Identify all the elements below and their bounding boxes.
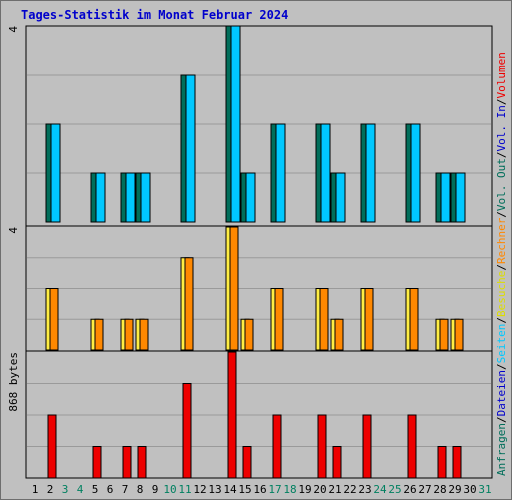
bar-volumen-day-2	[47, 414, 57, 479]
bar-dateien-day-8	[140, 172, 151, 223]
x-tick-label-day-25: 25	[388, 483, 401, 496]
bar-volumen-day-8	[137, 446, 147, 479]
x-tick-label-day-20: 20	[313, 483, 326, 496]
bar-dateien-day-26	[410, 123, 421, 223]
bar-rechner-day-23	[364, 288, 374, 351]
x-tick-label-day-14: 14	[223, 483, 237, 496]
legend-entry: Rechner	[495, 217, 508, 264]
bar-rechner-day-28	[439, 318, 449, 351]
x-tick-label-day-13: 13	[208, 483, 221, 496]
legend-entry: Vol. Out	[495, 158, 508, 211]
x-tick-label-day-26: 26	[403, 483, 416, 496]
y-axis-max-label-requests: 4	[7, 26, 20, 33]
bar-dateien-day-23	[365, 123, 376, 223]
x-tick-label-day-24: 24	[373, 483, 387, 496]
x-tick-label-day-31: 31	[478, 483, 491, 496]
bar-volumen-day-26	[407, 414, 417, 479]
legend-entry: /	[495, 151, 508, 158]
plot-area	[25, 25, 493, 479]
bar-dateien-day-28	[440, 172, 451, 223]
x-tick-label-day-23: 23	[358, 483, 371, 496]
x-tick-label-day-29: 29	[448, 483, 461, 496]
bar-rechner-day-7	[124, 318, 134, 351]
legend-entry: Anfragen	[495, 423, 508, 476]
legend-entry: /	[495, 211, 508, 218]
series-legend: Anfragen/Dateien/Seiten/Besuche/Rechner/…	[495, 52, 508, 476]
x-tick-label-day-17: 17	[268, 483, 281, 496]
y-axis-max-label-volume: 868 bytes	[7, 352, 20, 412]
bar-rechner-day-20	[319, 288, 329, 351]
x-tick-label-day-1: 1	[32, 483, 39, 496]
x-tick-label-day-3: 3	[62, 483, 69, 496]
chart-title: Tages-Statistik im Monat Februar 2024	[21, 8, 289, 22]
bar-rechner-day-17	[274, 288, 284, 351]
x-tick-label-day-19: 19	[298, 483, 311, 496]
bar-dateien-day-7	[125, 172, 136, 223]
x-tick-label-day-27: 27	[418, 483, 431, 496]
x-tick-label-day-21: 21	[328, 483, 341, 496]
legend-entry: Volumen	[495, 52, 508, 98]
bar-volumen-day-15	[242, 446, 252, 479]
bar-rechner-day-5	[94, 318, 104, 351]
bar-dateien-day-14	[230, 25, 241, 223]
x-tick-label-day-9: 9	[152, 483, 159, 496]
bar-rechner-day-21	[334, 318, 344, 351]
bar-volumen-day-17	[272, 414, 282, 479]
bar-dateien-day-11	[185, 74, 196, 223]
legend-entry: /	[495, 416, 508, 423]
legend-entry: /	[495, 264, 508, 271]
bar-dateien-day-17	[275, 123, 286, 223]
legend-entry: Dateien	[495, 370, 508, 416]
x-tick-label-day-28: 28	[433, 483, 446, 496]
bar-dateien-day-21	[335, 172, 346, 223]
x-tick-label-day-30: 30	[463, 483, 476, 496]
x-tick-label-day-11: 11	[178, 483, 191, 496]
bar-rechner-day-29	[454, 318, 464, 351]
bar-rechner-day-14	[229, 226, 239, 351]
legend-entry: /	[495, 363, 508, 370]
x-tick-label-day-10: 10	[163, 483, 176, 496]
x-tick-label-day-16: 16	[253, 483, 266, 496]
bar-volumen-day-21	[332, 446, 342, 479]
bar-volumen-day-5	[92, 446, 102, 479]
bar-volumen-day-23	[362, 414, 372, 479]
legend-entry: /	[495, 317, 508, 324]
x-tick-label-day-15: 15	[238, 483, 251, 496]
legend-entry: Seiten	[495, 324, 508, 364]
bar-rechner-day-15	[244, 318, 254, 351]
bar-dateien-day-15	[245, 172, 256, 223]
x-tick-label-day-7: 7	[122, 483, 129, 496]
bar-rechner-day-11	[184, 257, 194, 351]
bar-dateien-day-2	[50, 123, 61, 223]
bar-volumen-day-20	[317, 414, 327, 479]
x-tick-label-day-22: 22	[343, 483, 356, 496]
x-tick-label-day-5: 5	[92, 483, 99, 496]
x-tick-label-day-2: 2	[47, 483, 54, 496]
legend-entry: /	[495, 98, 508, 105]
bar-rechner-day-2	[49, 288, 59, 351]
bar-dateien-day-20	[320, 123, 331, 223]
bar-dateien-day-5	[95, 172, 106, 223]
x-tick-label-day-6: 6	[107, 483, 114, 496]
bar-volumen-day-28	[437, 446, 447, 479]
bar-dateien-day-29	[455, 172, 466, 223]
x-tick-label-day-4: 4	[77, 483, 84, 496]
y-axis-max-label-visits: 4	[7, 227, 20, 234]
x-tick-label-day-18: 18	[283, 483, 296, 496]
bar-volumen-day-7	[122, 446, 132, 479]
x-tick-label-day-8: 8	[137, 483, 144, 496]
legend-entry: Besuche	[495, 271, 508, 317]
bar-rechner-day-8	[139, 318, 149, 351]
bar-volumen-day-14	[227, 351, 237, 479]
x-tick-label-day-12: 12	[193, 483, 206, 496]
bar-volumen-day-11	[182, 383, 192, 479]
bar-volumen-day-29	[452, 446, 462, 479]
bar-rechner-day-26	[409, 288, 419, 351]
legend-entry: Vol. In	[495, 105, 508, 151]
